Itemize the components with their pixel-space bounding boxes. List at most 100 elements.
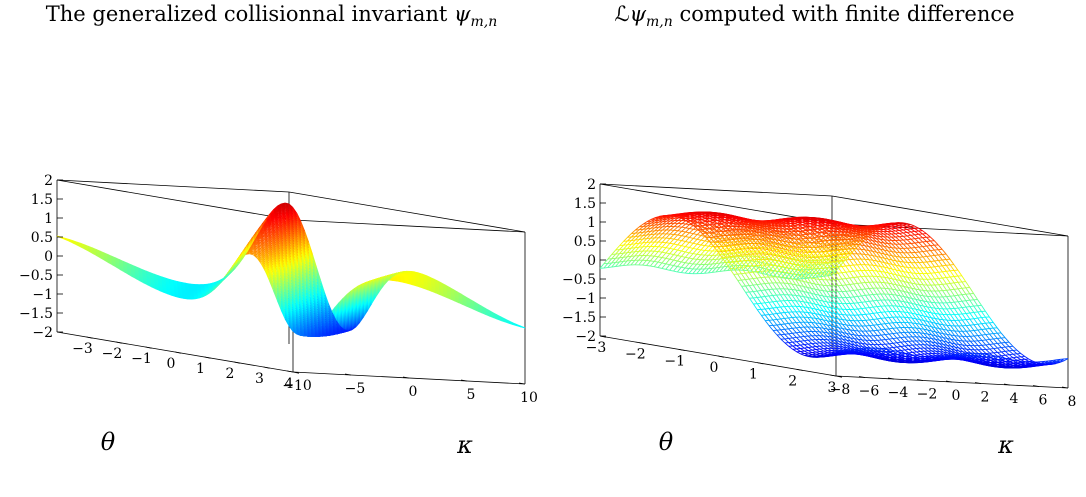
mesh-line (245, 253, 250, 255)
mesh-line (72, 242, 77, 246)
mesh-line (249, 246, 254, 249)
mesh-line (268, 277, 274, 288)
mesh-line (284, 308, 290, 319)
mesh-line (257, 258, 262, 265)
mesh-line (146, 275, 151, 279)
mesh-line (303, 325, 308, 333)
mesh-line (131, 272, 136, 276)
mesh-line (142, 278, 148, 281)
mesh-line (134, 270, 139, 274)
mesh-line (119, 265, 124, 269)
mesh-line (288, 325, 294, 332)
mesh-line (292, 328, 298, 334)
mesh-line (177, 289, 183, 293)
mesh-line (138, 270, 143, 274)
mesh-line (279, 272, 285, 284)
mesh-line (303, 327, 308, 334)
mesh-line (107, 260, 113, 264)
mesh-line (122, 263, 128, 267)
mesh-line (295, 310, 301, 320)
mesh-line (145, 273, 151, 276)
mesh-line (288, 309, 293, 320)
mesh-line (283, 275, 289, 288)
mesh-line (72, 241, 77, 245)
mesh-line (80, 246, 85, 250)
mesh-line (92, 252, 97, 256)
mesh-line (185, 290, 190, 293)
mesh-line (280, 296, 286, 307)
mesh-line (279, 280, 285, 293)
mesh-line (166, 292, 172, 295)
mesh-line (103, 256, 109, 260)
mesh-line (150, 281, 156, 285)
mesh-line (123, 268, 128, 272)
mesh-line (127, 272, 132, 276)
mesh-line (264, 255, 270, 264)
mesh-line (178, 291, 183, 294)
mesh-line (264, 259, 270, 269)
mesh-line (150, 280, 155, 284)
mesh-line (272, 290, 278, 301)
mesh-line (287, 307, 293, 318)
mesh-line (114, 257, 120, 261)
mesh-line (150, 280, 155, 284)
mesh-line (165, 282, 170, 285)
mesh-line (268, 272, 274, 283)
mesh-line (299, 326, 305, 333)
mesh-line (138, 276, 144, 280)
mesh-line (260, 246, 266, 252)
mesh-line (181, 290, 186, 293)
mesh-line (181, 291, 186, 293)
mesh-line (263, 236, 269, 241)
mesh-line (162, 284, 167, 288)
mesh-line (288, 316, 294, 325)
mesh-line (110, 255, 116, 259)
mesh-line (177, 287, 182, 290)
mesh-line (158, 288, 164, 292)
mesh-line (150, 278, 155, 281)
mesh-line (138, 269, 143, 273)
mesh-line (275, 266, 281, 278)
mesh-line (149, 273, 155, 277)
mesh-line (280, 293, 286, 305)
mesh-line (283, 289, 289, 301)
mesh-line (107, 254, 112, 258)
mesh-line (91, 248, 97, 252)
mesh-line (142, 270, 147, 274)
mesh-line (84, 248, 89, 252)
mesh-line (111, 259, 116, 263)
mesh-line (257, 256, 262, 263)
mesh-line (256, 241, 261, 245)
mesh-line (134, 266, 139, 270)
mesh-line (150, 282, 156, 286)
mesh-line (271, 243, 277, 253)
mesh-line (96, 255, 101, 259)
mesh-line (260, 250, 266, 257)
mesh-line (264, 262, 270, 271)
mesh-line (287, 292, 293, 305)
mesh-line (147, 283, 152, 287)
mesh-line (260, 234, 265, 238)
mesh-line (76, 241, 81, 245)
mesh-line (253, 244, 258, 247)
mesh-line (291, 299, 297, 311)
mesh-line (267, 241, 273, 249)
mesh-line (284, 315, 290, 324)
mesh-line (145, 272, 151, 276)
mesh-line (141, 269, 147, 273)
mesh-line (126, 265, 132, 269)
mesh-line (118, 260, 124, 264)
mesh-line (153, 275, 159, 279)
mesh-line (130, 267, 135, 271)
mesh-line (131, 273, 136, 277)
mesh-line (134, 268, 139, 272)
mesh-line (268, 245, 273, 254)
mesh-line (146, 274, 151, 278)
mesh-line (334, 306, 340, 313)
mesh-line (260, 248, 266, 254)
mesh-line (126, 264, 132, 268)
mesh-line (95, 251, 101, 255)
mesh-line (272, 267, 278, 278)
mesh-line (276, 285, 282, 297)
mesh-line (118, 262, 124, 266)
